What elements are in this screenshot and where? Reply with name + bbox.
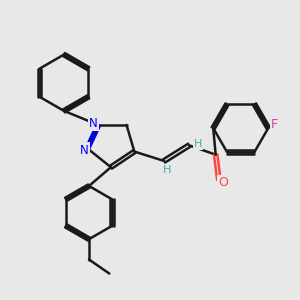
Text: N: N [89,117,98,130]
Text: F: F [271,118,278,131]
Text: O: O [219,176,229,189]
Text: H: H [194,139,202,149]
Text: N: N [80,143,89,157]
Text: H: H [163,165,171,175]
